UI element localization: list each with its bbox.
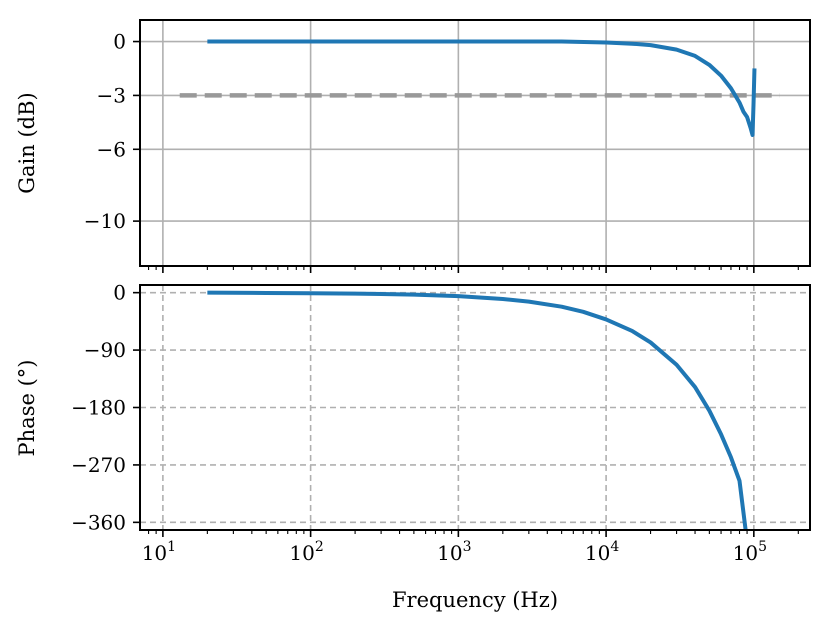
phase-y-tick-labels: 0 −90 −180 −270 −360 <box>71 281 126 535</box>
gain-ticks <box>133 40 799 273</box>
phase-panel: 0 −90 −180 −270 −360 101 102 103 104 105 Phase (… <box>15 281 811 612</box>
gain-y-tick-label: −10 <box>84 209 126 233</box>
phase-y-tick-label: 0 <box>113 281 126 305</box>
gain-y-axis-label: Gain (dB) <box>15 92 39 193</box>
x-tick-label: 105 <box>733 539 767 565</box>
gain-frame <box>139 19 811 267</box>
phase-y-tick-label: −360 <box>71 510 126 534</box>
phase-series-group <box>207 290 748 530</box>
gain-y-tick-label: −3 <box>97 83 126 107</box>
gain-panel: 0 −3 −6 −10 Gain (dB) <box>15 19 811 273</box>
phase-y-axis-label: Phase (°) <box>15 360 39 457</box>
gain-y-tick-labels: 0 −3 −6 −10 <box>84 30 126 234</box>
x-tick-label: 102 <box>289 539 323 565</box>
gain-series-group <box>207 39 757 137</box>
x-tick-label: 101 <box>142 539 176 565</box>
gain-grid <box>140 20 810 266</box>
x-tick-labels: 101 102 103 104 105 <box>142 539 767 565</box>
phase-y-tick-label: −90 <box>84 338 126 362</box>
x-tick-label: 103 <box>437 539 471 565</box>
x-tick-label: 104 <box>585 539 619 565</box>
phase-series-line <box>207 290 748 530</box>
phase-ticks <box>133 291 799 537</box>
x-axis-label: Frequency (Hz) <box>392 588 558 612</box>
gain-series-line <box>207 39 757 137</box>
phase-y-tick-label: −270 <box>71 453 126 477</box>
gain-y-tick-label: −6 <box>97 137 126 161</box>
phase-y-tick-label: −180 <box>71 396 126 420</box>
gain-y-tick-label: 0 <box>113 30 126 54</box>
